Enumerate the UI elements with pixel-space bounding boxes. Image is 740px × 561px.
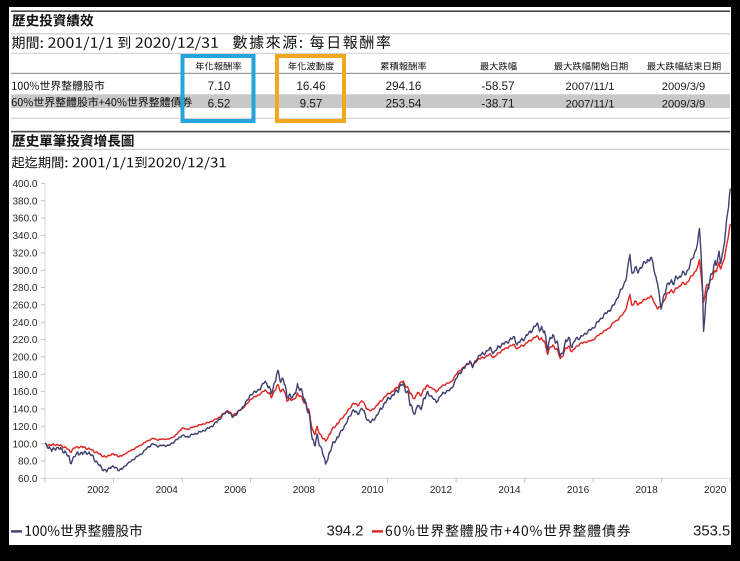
svg-text:280.0: 280.0 (12, 283, 37, 294)
svg-text:2018: 2018 (635, 485, 658, 496)
svg-text:2002: 2002 (87, 485, 110, 496)
svg-text:320.0: 320.0 (12, 248, 37, 259)
svg-text:2007/11/1: 2007/11/1 (566, 81, 615, 93)
svg-text:2009/3/9: 2009/3/9 (662, 81, 706, 93)
svg-text:400.0: 400.0 (12, 179, 37, 190)
svg-text:380.0: 380.0 (12, 196, 37, 207)
svg-text:160.0: 160.0 (12, 387, 37, 398)
svg-text:2004: 2004 (156, 485, 179, 496)
svg-text:140.0: 140.0 (12, 405, 37, 416)
svg-text:360.0: 360.0 (12, 214, 37, 225)
svg-text:2007/11/1: 2007/11/1 (566, 98, 615, 110)
svg-text:100.0: 100.0 (12, 439, 37, 450)
svg-text:6.52: 6.52 (208, 97, 231, 110)
svg-text:2016: 2016 (567, 485, 590, 496)
svg-text:7.10: 7.10 (208, 80, 231, 93)
svg-text:2006: 2006 (224, 485, 247, 496)
svg-text:2010: 2010 (361, 485, 384, 496)
svg-text:80.0: 80.0 (18, 457, 38, 468)
svg-text:240.0: 240.0 (12, 318, 37, 329)
svg-text:180.0: 180.0 (12, 370, 37, 381)
svg-text:2020: 2020 (704, 485, 727, 496)
svg-text:-38.71: -38.71 (481, 97, 514, 110)
svg-text:353.5: 353.5 (693, 524, 730, 540)
svg-text:16.46: 16.46 (296, 80, 325, 93)
svg-text:9.57: 9.57 (300, 97, 323, 110)
svg-text:394.2: 394.2 (326, 524, 363, 540)
svg-text:2009/3/9: 2009/3/9 (662, 98, 706, 110)
svg-text:200.0: 200.0 (12, 353, 37, 364)
svg-text:340.0: 340.0 (12, 231, 37, 242)
svg-text:260.0: 260.0 (12, 300, 37, 311)
svg-text:2014: 2014 (498, 485, 521, 496)
svg-text:60.0: 60.0 (18, 474, 38, 485)
svg-text:120.0: 120.0 (12, 422, 37, 433)
svg-text:253.54: 253.54 (386, 97, 422, 110)
svg-text:220.0: 220.0 (12, 335, 37, 346)
svg-text:294.16: 294.16 (386, 80, 422, 93)
svg-text:2008: 2008 (293, 485, 316, 496)
svg-text:300.0: 300.0 (12, 266, 37, 277)
svg-text:-58.57: -58.57 (481, 80, 514, 93)
svg-text:2012: 2012 (430, 485, 453, 496)
